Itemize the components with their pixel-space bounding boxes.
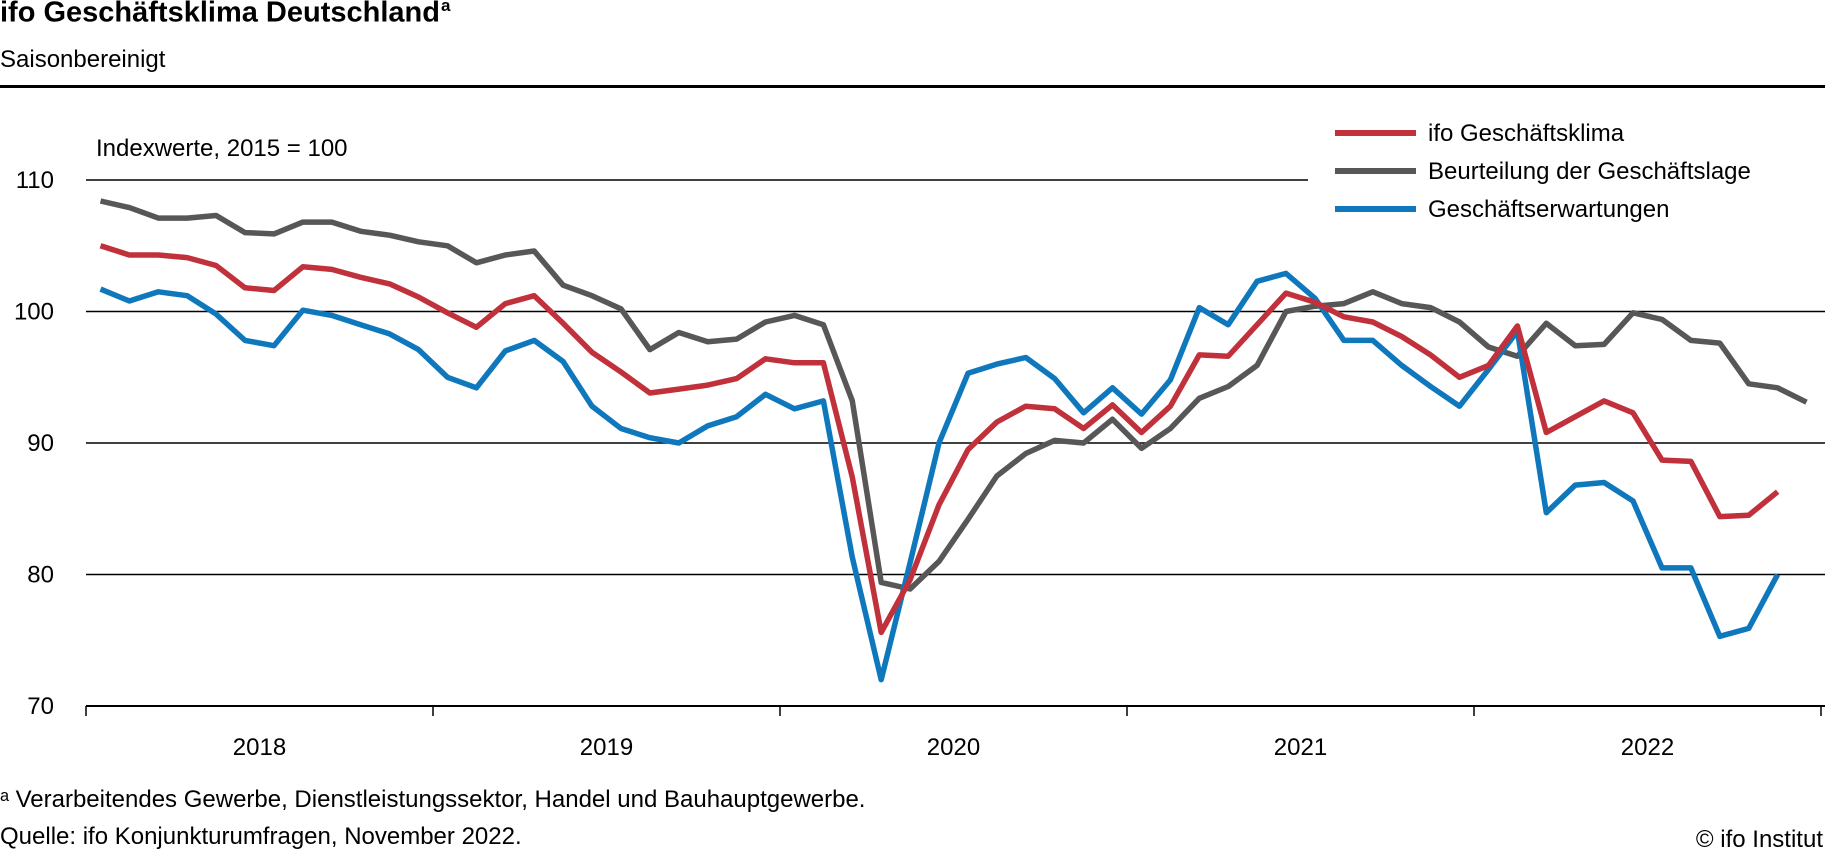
chart-title: ifo Geschäftsklima Deutschlanda <box>0 0 450 30</box>
x-tick-label-2020: 2020 <box>927 734 980 761</box>
y-tick-label-90: 90 <box>27 430 54 457</box>
chart-title-text: ifo Geschäftsklima Deutschland <box>0 0 440 29</box>
y-tick-label-110: 110 <box>16 167 54 194</box>
line-chart: 70 80 90 100 110 2018 2019 2020 2021 2022 Indexwer… <box>14 120 1825 761</box>
title-footnote-mark: a <box>440 0 451 15</box>
copyright: © ifo Institut <box>1695 826 1823 853</box>
y-tick-label-100: 100 <box>14 299 54 326</box>
x-tick-label-2019: 2019 <box>580 734 633 761</box>
legend-label-0: ifo Geschäftsklima <box>1428 120 1625 147</box>
y-tick-label-70: 70 <box>27 693 54 720</box>
series-line-0 <box>99 243 1780 636</box>
y-tick-label-80: 80 <box>27 562 54 589</box>
legend-label-2: Geschäftserwartungen <box>1428 196 1669 223</box>
chart-subtitle: Saisonbereinigt <box>0 46 166 73</box>
source-note: Quelle: ifo Konjunkturumfragen, November… <box>0 823 522 850</box>
header-rule <box>0 85 1825 88</box>
unit-label: Indexwerte, 2015 = 100 <box>96 135 348 162</box>
x-tick-label-2022: 2022 <box>1621 734 1674 761</box>
series-line-2 <box>99 270 1781 683</box>
x-tick-label-2018: 2018 <box>233 734 286 761</box>
series-line-1 <box>99 198 1808 592</box>
x-tick-label-2021: 2021 <box>1274 734 1327 761</box>
footnote: ᵃ Verarbeitendes Gewerbe, Dienstleistung… <box>0 786 866 813</box>
legend-label-1: Beurteilung der Geschäftslage <box>1428 158 1751 185</box>
